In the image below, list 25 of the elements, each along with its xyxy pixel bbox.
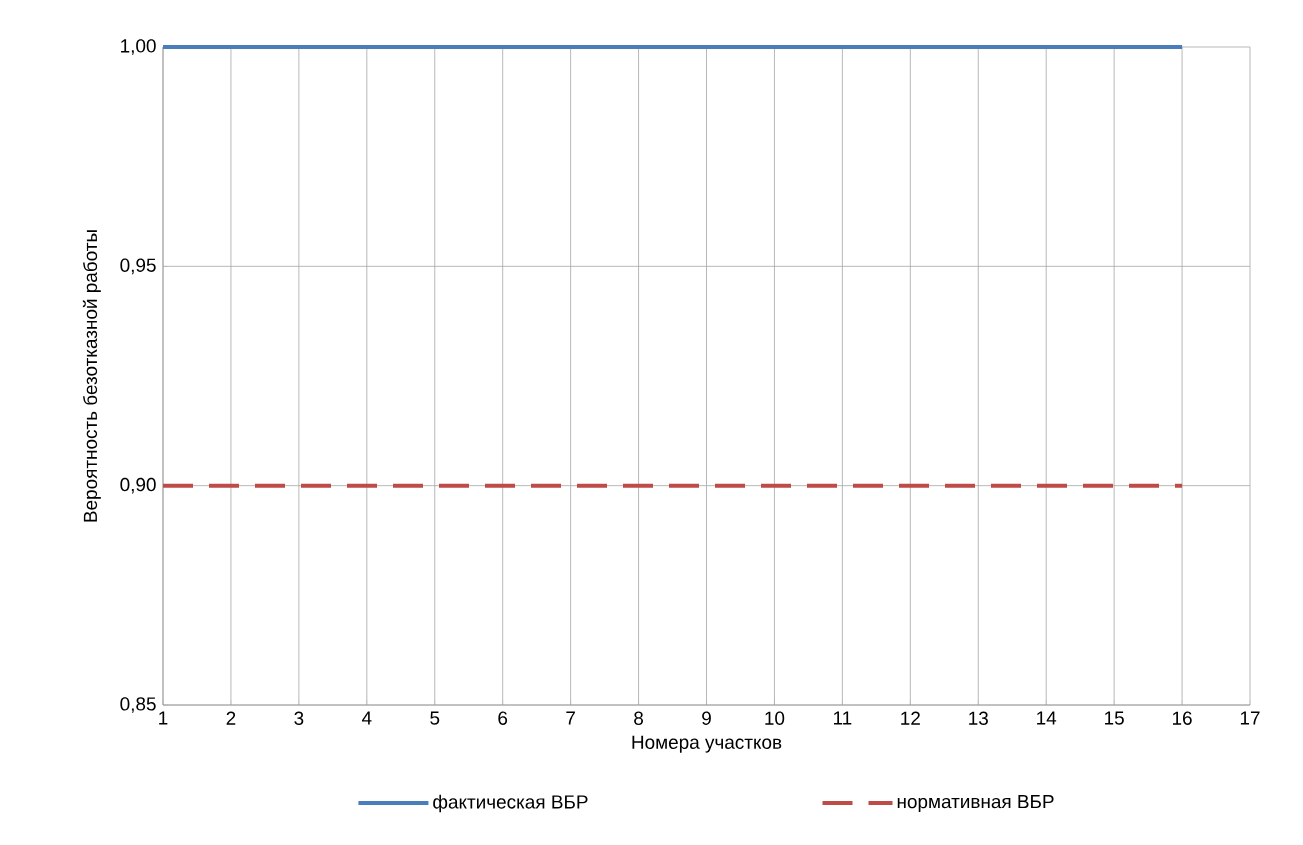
x-tick-label: 3 <box>294 711 304 725</box>
x-tick-label: 2 <box>226 711 236 725</box>
x-tick-label: 4 <box>361 711 372 725</box>
x-tick-label: 12 <box>901 711 920 725</box>
x-tick-label: 7 <box>566 711 575 725</box>
y-axis-title: Вероятность безотказной работы <box>82 230 101 522</box>
x-tick-label: 16 <box>1172 711 1192 725</box>
x-axis-title: Номера участков <box>632 735 782 753</box>
x-tick-label: 6 <box>498 711 508 725</box>
x-tick-label: 11 <box>833 711 852 725</box>
legend-label: нормативная ВБР <box>897 795 1054 813</box>
x-tick-label: 1 <box>159 711 168 725</box>
x-tick-label: 8 <box>634 711 643 725</box>
x-tick-label: 14 <box>1037 711 1057 725</box>
y-tick-label: 0,95 <box>120 258 156 275</box>
y-tick-label: 0,90 <box>120 477 156 494</box>
x-tick-label: 13 <box>969 711 988 725</box>
x-tick-label: 9 <box>702 711 711 725</box>
legend-label: фактическая ВБР <box>433 794 588 813</box>
x-tick-label: 15 <box>1105 711 1124 725</box>
y-tick-label: 1,00 <box>121 39 156 55</box>
x-tick-label: 10 <box>765 711 785 725</box>
x-tick-label: 17 <box>1240 711 1260 725</box>
x-tick-label: 5 <box>430 711 440 725</box>
y-tick-label: 0,85 <box>120 697 156 713</box>
